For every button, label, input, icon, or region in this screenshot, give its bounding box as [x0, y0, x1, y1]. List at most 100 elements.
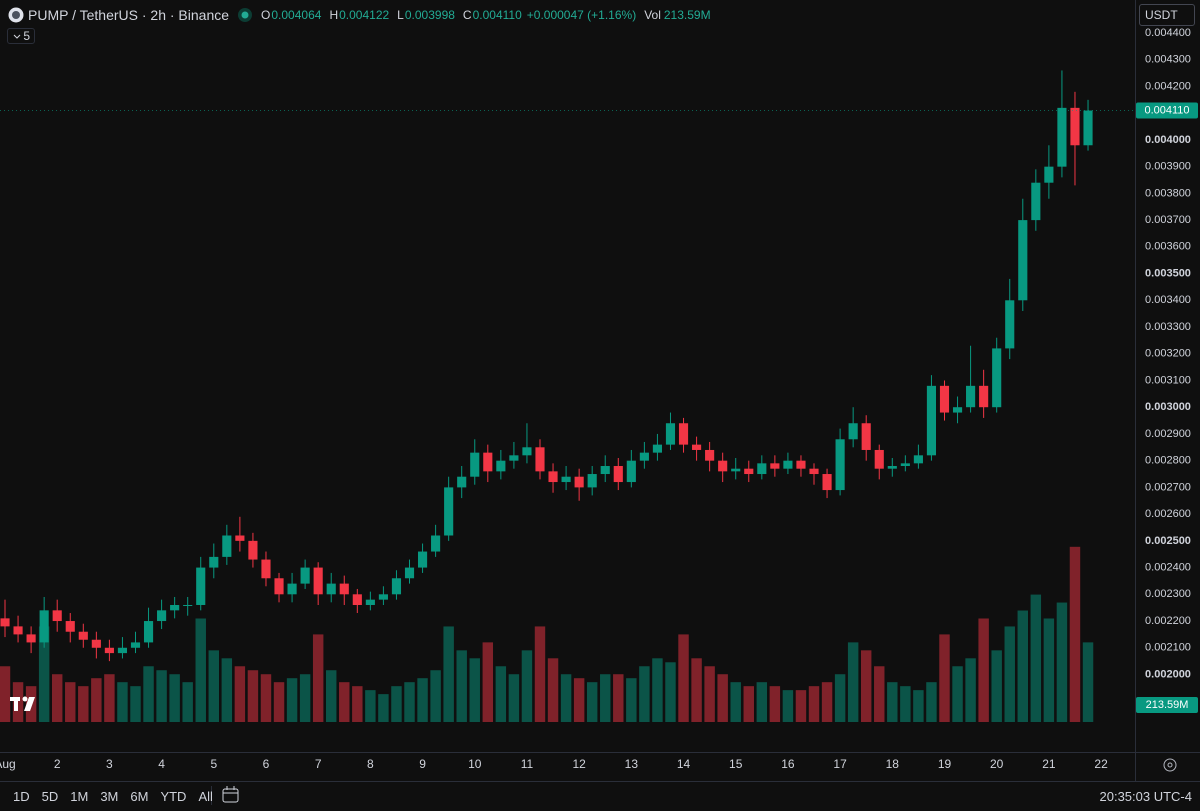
volume-bar — [156, 670, 167, 722]
currency-button[interactable]: USDT — [1139, 4, 1195, 26]
candle-body — [1057, 107, 1067, 167]
candle-body — [561, 476, 571, 483]
candle-body — [548, 471, 558, 483]
candle-body — [979, 385, 989, 408]
candle-body — [535, 447, 545, 472]
last-price-badge — [1136, 102, 1198, 119]
candle-body — [0, 618, 10, 627]
range-button[interactable]: YTD — [160, 789, 187, 804]
volume-bar — [665, 662, 676, 722]
bottom-toolbar: 1D 5D 1M 3M 6M YTD All 20:35:03 UTC-4 — [0, 781, 1200, 811]
volume-bar — [613, 674, 624, 722]
x-tick-label: 15 — [729, 757, 743, 771]
candle-body — [130, 642, 141, 648]
candle-body — [352, 594, 362, 605]
volume-bar — [1017, 610, 1029, 722]
volume-bar — [573, 678, 585, 722]
volume-bar — [195, 618, 206, 722]
candle-body — [183, 604, 193, 606]
candle-body — [509, 455, 519, 461]
indicators-toggle[interactable]: 5 — [7, 28, 35, 44]
candle-body — [170, 604, 180, 611]
candle-body — [900, 463, 910, 467]
x-tick-label: 5 — [210, 757, 217, 771]
volume-bar — [65, 682, 76, 722]
volume-bar — [312, 634, 324, 722]
y-tick-label: 0.003100 — [1145, 374, 1191, 386]
volume-bar — [900, 686, 911, 722]
candle-body — [274, 578, 284, 595]
x-tick-label: 22 — [1094, 757, 1108, 771]
y-tick-label: 0.003700 — [1145, 214, 1191, 226]
volume-bar — [952, 666, 963, 722]
candle-body — [457, 476, 467, 488]
volume-bar — [117, 682, 128, 722]
candle-body — [117, 647, 128, 654]
candle-body — [613, 466, 623, 483]
candle-body — [196, 567, 206, 605]
candle-body — [522, 447, 532, 456]
legend: PUMP / TetherUS · 2h · Binance O 0.004064… — [8, 5, 711, 25]
range-button[interactable]: 5D — [41, 789, 59, 804]
candle-body — [287, 583, 297, 595]
volume-value: 213.59M — [663, 8, 711, 22]
volume-bar — [626, 678, 637, 722]
volume-bar — [443, 626, 454, 722]
volume-bar — [78, 686, 89, 722]
candle-body — [365, 599, 375, 605]
volume-bar — [717, 674, 728, 722]
candle-body — [1005, 300, 1015, 349]
x-tick-label: 8 — [367, 757, 374, 771]
x-tick-label: 7 — [315, 757, 322, 771]
range-button[interactable]: 6M — [130, 789, 149, 804]
candle-body — [404, 567, 415, 579]
settings-icon[interactable] — [1163, 758, 1177, 772]
x-tick-label: 18 — [886, 757, 900, 771]
candle-body — [835, 439, 845, 491]
volume-bar — [143, 666, 154, 722]
candle-body — [13, 626, 23, 635]
range-button[interactable]: 1M — [70, 789, 89, 804]
volume-bar — [600, 674, 611, 722]
volume-bar — [821, 682, 833, 722]
candle-body — [665, 423, 676, 445]
candle-body — [652, 444, 662, 453]
y-tick-label: 0.003600 — [1145, 241, 1191, 253]
range-button[interactable]: All — [198, 789, 213, 804]
volume-bar — [234, 666, 246, 722]
x-tick-label: 13 — [625, 757, 639, 771]
volume-bar — [51, 674, 63, 722]
ohlc-values: O 0.004064 H 0.004122 L 0.003998 C 0.004110 — [253, 8, 522, 22]
volume-bar — [860, 650, 872, 722]
volume-bar — [939, 634, 950, 722]
volume-bar — [534, 626, 546, 722]
currency: USDT — [1145, 8, 1178, 22]
volume-bar — [965, 658, 976, 722]
candle-body — [600, 466, 610, 475]
volume-bar — [769, 686, 781, 722]
candle-body — [861, 423, 871, 450]
candle-body — [887, 466, 897, 469]
volume-bar — [652, 658, 663, 722]
x-tick-label: 10 — [468, 757, 482, 771]
volume-bar — [352, 686, 363, 722]
x-tick-label: 21 — [1042, 757, 1056, 771]
candle-body — [913, 455, 923, 464]
candle-body — [65, 621, 75, 632]
calendar-icon[interactable] — [222, 786, 239, 803]
ohlc-key: O — [261, 8, 271, 22]
candle-body — [235, 535, 245, 541]
y-tick-label: 0.003300 — [1145, 321, 1191, 333]
range-button[interactable]: 1D — [13, 789, 30, 804]
volume-bar — [247, 670, 259, 722]
volume-bar — [417, 678, 428, 722]
volume-bar — [495, 666, 507, 722]
candle-body — [822, 474, 832, 491]
candle-body — [339, 583, 349, 595]
candle-body — [757, 463, 767, 475]
y-tick-label: 0.003500 — [1145, 267, 1191, 279]
volume-bar — [887, 682, 898, 722]
candle-body — [574, 476, 584, 488]
range-button[interactable]: 3M — [100, 789, 119, 804]
candle-body — [770, 463, 780, 469]
